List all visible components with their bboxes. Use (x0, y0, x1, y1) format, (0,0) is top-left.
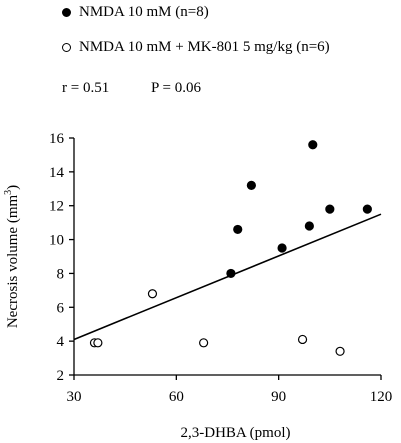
y-tick-label: 4 (57, 334, 65, 350)
x-tick-label: 90 (271, 389, 286, 405)
y-axis-title: Necrosis volume (mm3) (3, 185, 21, 328)
data-point-nmda-mk801 (335, 346, 345, 356)
x-axis-title: 2,3-DHBA (pmol) (181, 425, 291, 441)
chart-axes (73, 138, 381, 376)
data-point-nmda (308, 140, 318, 150)
data-point-nmda-mk801 (199, 338, 209, 348)
y-tick-label: 10 (49, 233, 64, 249)
data-point-nmda-mk801 (297, 334, 308, 345)
y-tick-label: 14 (49, 165, 65, 181)
data-point-nmda (277, 243, 287, 253)
y-tick-label: 6 (57, 300, 65, 316)
data-point-nmda (362, 204, 372, 214)
data-point-nmda (246, 180, 256, 190)
y-ticks: 2 4 6 8 10 12 14 16 (49, 131, 74, 384)
y-axis-title-close: ) (5, 185, 21, 190)
data-point-nmda-mk801 (147, 289, 158, 299)
x-tick-label: 120 (370, 389, 393, 405)
y-axis-title-main: Necrosis volume (mm (5, 195, 21, 329)
y-axis-title-superscript: 3 (3, 190, 14, 195)
data-point-nmda (233, 224, 243, 235)
correlation-stats: r = 0.51 P = 0.06 (62, 80, 201, 97)
open-circle-marker-icon (62, 42, 71, 52)
data-point-nmda (304, 221, 314, 231)
data-point-nmda-mk801 (93, 338, 103, 348)
x-tick-label: 30 (67, 389, 82, 405)
legend-label-nmda-mk801: NMDA 10 mM + MK-801 5 mg/kg (n=6) (79, 38, 330, 55)
x-tick-label: 60 (169, 389, 184, 405)
legend-label-nmda: NMDA 10 mM (n=8) (79, 3, 209, 20)
y-tick-label: 2 (57, 368, 65, 384)
y-tick-label: 8 (57, 266, 65, 282)
data-point-nmda (226, 268, 236, 279)
legend-item-nmda: NMDA 10 mM (n=8) (62, 2, 209, 22)
x-ticks: 30 60 90 120 (67, 375, 393, 405)
regression-line (73, 213, 382, 341)
stat-p-value: P = 0.06 (150, 80, 201, 96)
data-point-nmda (325, 204, 335, 214)
y-tick-label: 12 (49, 199, 64, 215)
legend-item-nmda-mk801: NMDA 10 mM + MK-801 5 mg/kg (n=6) (62, 37, 330, 57)
filled-circle-marker-icon (62, 7, 71, 17)
data-points (89, 140, 372, 356)
stat-r-value: r = 0.51 (62, 80, 110, 96)
y-tick-label: 16 (49, 131, 65, 147)
